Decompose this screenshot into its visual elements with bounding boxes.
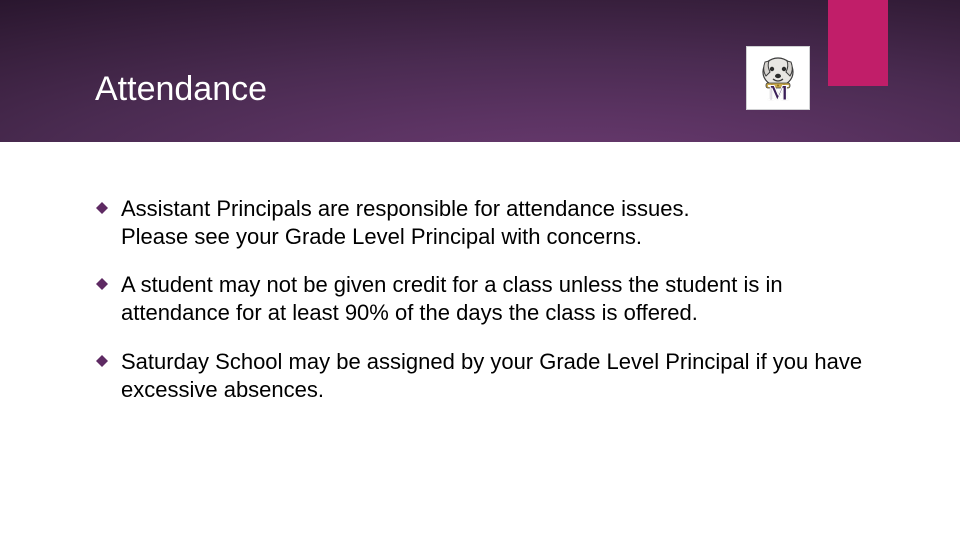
logo-inner: M <box>750 50 806 106</box>
diamond-bullet-icon <box>95 277 109 291</box>
slide-title: Attendance <box>95 70 267 109</box>
accent-tab <box>828 0 888 86</box>
slide: Attendance M Assistant Principals are re… <box>0 0 960 540</box>
logo-box: M <box>746 46 810 110</box>
bullet-text: Saturday School may be assigned by your … <box>121 348 885 404</box>
bullet-list: Assistant Principals are responsible for… <box>95 195 885 424</box>
bullet-text: Assistant Principals are responsible for… <box>121 195 741 251</box>
bullet-item: Assistant Principals are responsible for… <box>95 195 885 251</box>
bullet-item: Saturday School may be assigned by your … <box>95 348 885 404</box>
logo-letter: M <box>768 80 788 106</box>
diamond-bullet-icon <box>95 201 109 215</box>
diamond-bullet-icon <box>95 354 109 368</box>
bullet-item: A student may not be given credit for a … <box>95 271 885 327</box>
bullet-text: A student may not be given credit for a … <box>121 271 885 327</box>
